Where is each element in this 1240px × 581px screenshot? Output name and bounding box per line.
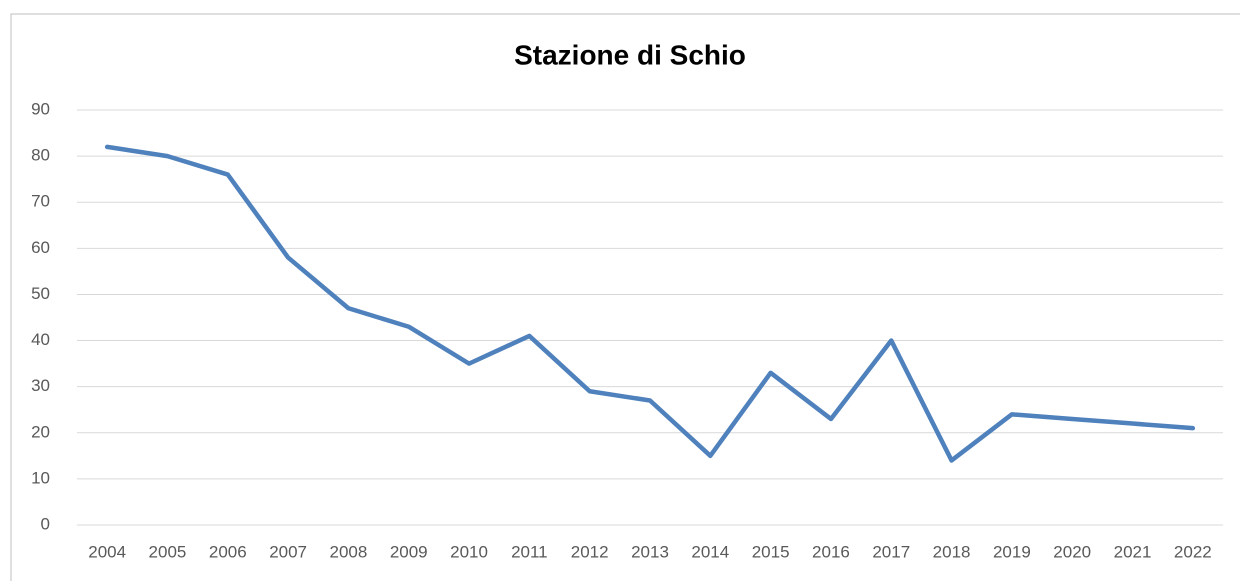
y-tick-label: 20: [31, 422, 50, 441]
chart-frame: [10, 13, 1240, 581]
x-tick-label: 2012: [571, 542, 609, 561]
x-tick-label: 2021: [1114, 542, 1152, 561]
x-tick-label: 2009: [390, 542, 428, 561]
x-tick-label: 2018: [933, 542, 971, 561]
y-tick-label: 40: [31, 330, 50, 349]
y-tick-label: 50: [31, 284, 50, 303]
x-tick-label: 2014: [691, 542, 729, 561]
x-tick-label: 2010: [450, 542, 488, 561]
x-tick-label: 2004: [88, 542, 126, 561]
x-tick-label: 2019: [993, 542, 1031, 561]
x-tick-label: 2011: [511, 542, 548, 561]
x-tick-label: 2020: [1053, 542, 1091, 561]
y-tick-label: 60: [31, 238, 50, 257]
x-tick-label: 2013: [631, 542, 669, 561]
x-tick-label: 2006: [209, 542, 247, 561]
line-series: [104, 144, 1196, 463]
x-tick-label: 2016: [812, 542, 850, 561]
x-tick-label: 2017: [872, 542, 910, 561]
chart-title: Stazione di Schio: [514, 39, 746, 70]
y-tick-label: 0: [41, 514, 50, 533]
y-tick-label: 70: [31, 192, 50, 211]
y-tick-label: 30: [31, 376, 50, 395]
x-tick-label: 2005: [149, 542, 187, 561]
y-tick-label: 90: [31, 99, 50, 118]
x-tick-label: 2007: [269, 542, 307, 561]
x-tick-label: 2008: [330, 542, 368, 561]
y-tick-label: 10: [31, 468, 50, 487]
x-tick-label: 2015: [752, 542, 790, 561]
y-tick-label: 80: [31, 146, 50, 165]
x-tick-label: 2022: [1174, 542, 1212, 561]
